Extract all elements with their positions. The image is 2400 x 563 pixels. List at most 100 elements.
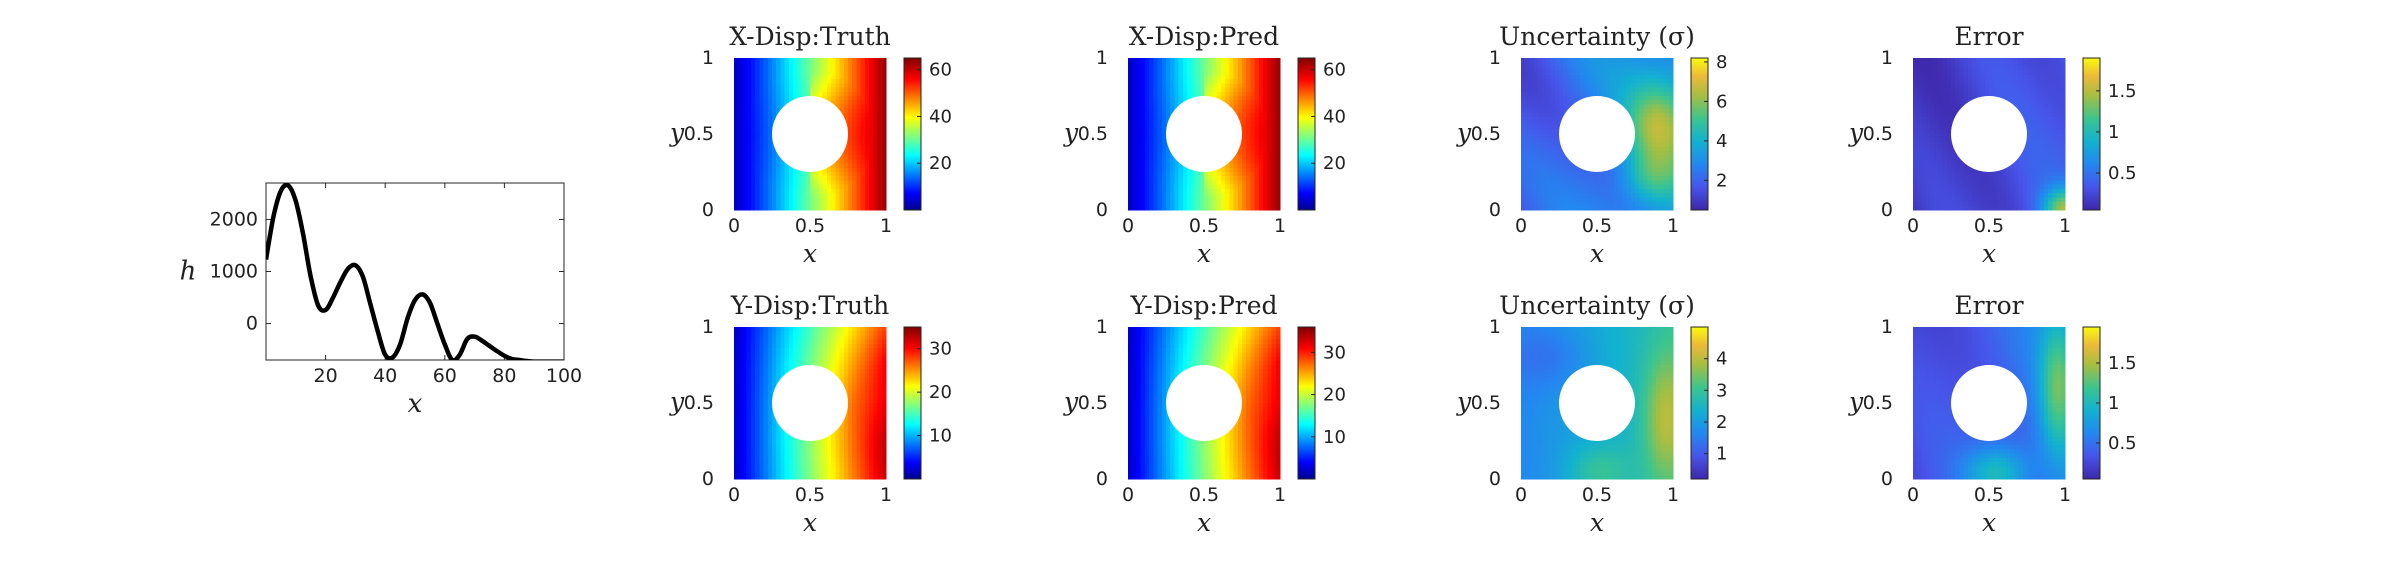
heatmap-cell [1989,58,1994,63]
heatmap-cell [852,58,858,63]
heatmap-cell [750,129,756,135]
heatmap-cell [881,134,887,139]
heatmap-cell [1567,197,1573,203]
heatmap-cell [860,155,866,160]
heatmap-cell [1997,91,2003,97]
heatmap-cell [1559,62,1564,68]
heatmap-cell [1537,188,1543,194]
heatmap-cell [742,159,748,165]
heatmap-cell [767,184,773,190]
heatmap-cell [1643,201,1649,207]
heatmap-cell [1917,108,1923,114]
heatmap-cell [1668,155,1674,160]
heatmap-cell [1635,197,1640,203]
plot-frame [265,182,565,361]
heatmap-cell [746,159,752,165]
heatmap-cell [1651,87,1657,93]
heatmap-cell [1643,83,1649,89]
heatmap-cell [1934,87,1939,93]
heatmap-cell [877,121,883,127]
heatmap-cell [1946,121,1952,127]
heatmap-cell [1225,66,1230,72]
x-tick-label: 0 [1515,215,1527,237]
heatmap-cell [1567,193,1573,198]
heatmap-cell [1275,176,1281,182]
heatmap-cell [1542,134,1547,139]
heatmap-cell [1559,74,1564,80]
heatmap-cell [763,176,769,182]
heatmap-cell [848,83,853,89]
heatmap-cell [873,91,879,97]
heatmap-cell [1664,125,1670,131]
heatmap-cell [1997,197,2003,203]
heatmap-cell [1559,66,1564,72]
heatmap-cell [1187,74,1192,80]
heatmap-cell [860,134,866,139]
heatmap-cell [877,176,883,182]
heatmap-cell [1140,201,1146,207]
heatmap-cell [1216,79,1222,84]
heatmap-cell [1622,83,1628,89]
heatmap-cell [1533,83,1539,89]
heatmap-cell [1187,205,1192,211]
heatmap-cell [750,112,756,118]
heatmap-cell [1271,83,1277,89]
heatmap-cell [788,184,794,190]
heatmap-cell [864,112,870,118]
heatmap-cell [734,205,739,211]
heatmap-cell [1128,66,1133,72]
heatmap-cell [843,193,849,198]
heatmap-cell [1630,184,1636,190]
heatmap-cell [856,197,862,203]
heatmap-cell [848,58,853,63]
heatmap-cell [1166,100,1171,106]
heatmap-cell [1144,108,1150,114]
heatmap-cell [1212,201,1218,207]
heatmap-cell [1275,91,1281,97]
heatmap-cell [1550,112,1556,118]
heatmap-cell [1254,100,1260,106]
heatmap-cell [1550,58,1556,63]
heatmap-cell [1980,83,1986,89]
heatmap-cell [1597,91,1602,97]
heatmap-cell [1250,197,1256,203]
heatmap-cell [805,79,811,84]
heatmap-cell [2014,197,2020,203]
heatmap-cell [1626,205,1632,211]
heatmap-cell [1128,155,1133,160]
heatmap-cell [1166,74,1171,80]
heatmap-cell [1647,83,1653,89]
heatmap-cell [1166,167,1171,173]
heatmap-cell [1542,180,1547,186]
heatmap-cell [2010,62,2015,68]
heatmap-cell [759,117,765,122]
heatmap-cell [1225,62,1230,68]
heatmap-cell [1554,83,1560,89]
heatmap-cell [1157,79,1163,84]
heatmap-cell [1246,201,1252,207]
heatmap-cell [797,58,803,63]
heatmap-cell [738,62,744,68]
heatmap-cell [1132,167,1138,173]
heatmap-cell [873,138,879,144]
heatmap-cell [1934,91,1939,97]
heatmap-cell [1946,96,1952,101]
heatmap-cell [843,150,849,156]
heatmap-cell [767,146,773,152]
heatmap-cell [1554,193,1560,198]
heatmap-cell [848,100,853,106]
heatmap-cell [2005,87,2011,93]
heatmap-cell [1925,104,1931,110]
heatmap-cell [755,74,760,80]
heatmap-cell [772,180,777,186]
heatmap-cell [750,201,756,207]
heatmap-cell [1989,172,1994,177]
heatmap-cell [1546,142,1552,148]
heatmap-cell [1651,155,1657,160]
heatmap-cell [860,70,866,76]
heatmap-cell [1246,205,1252,211]
heatmap-cell [1178,70,1184,76]
heatmap-cell [1664,188,1670,194]
heatmap-cell [1639,112,1645,118]
heatmap-cell [1550,167,1556,173]
